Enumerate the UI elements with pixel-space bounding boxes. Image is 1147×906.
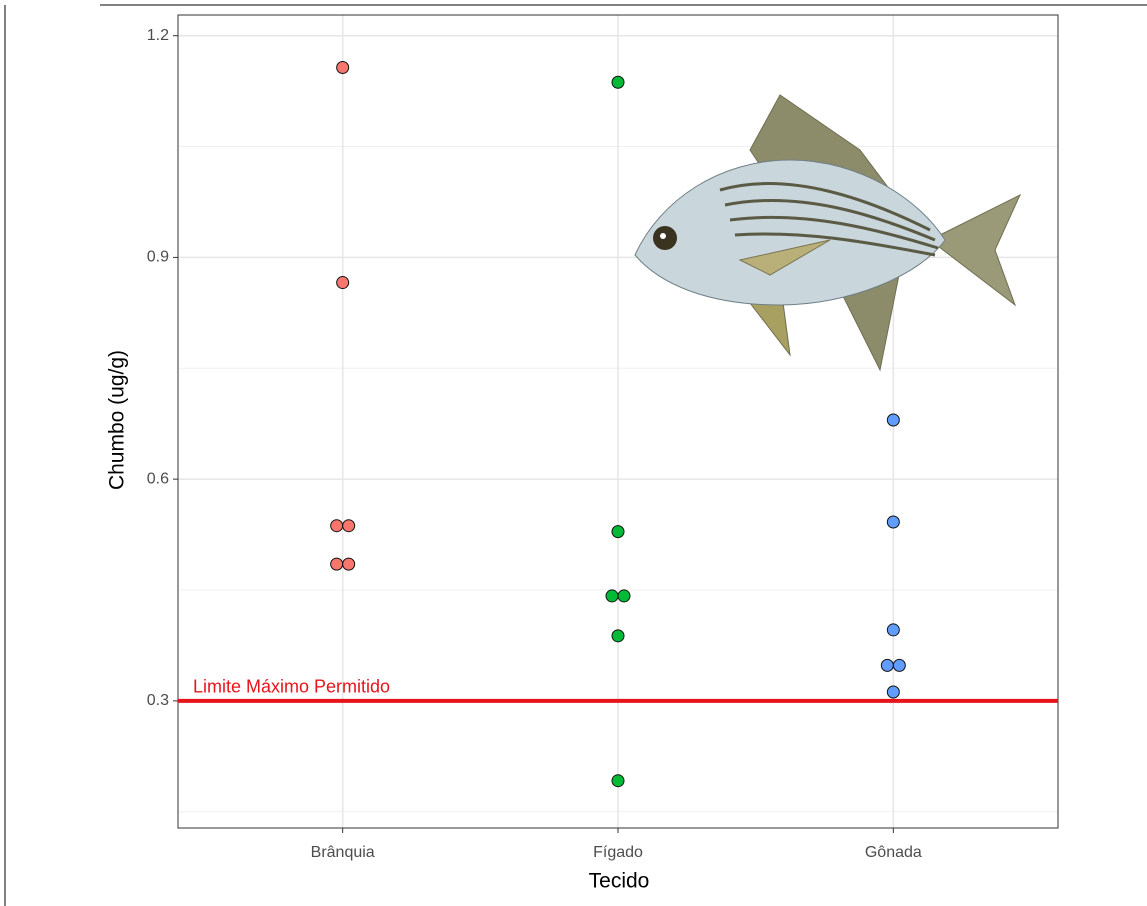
chart: Tecido Chumbo (ug/g) 0.3 0.6 0.9 1.2 Brânqui…: [0, 0, 1147, 906]
point: [343, 558, 355, 570]
point: [893, 659, 905, 671]
grid: [178, 15, 1058, 828]
point: [612, 630, 624, 642]
x-axis-title: Tecido: [589, 870, 650, 893]
point: [337, 61, 349, 73]
point: [331, 520, 343, 532]
x-tick-label: Gônada: [865, 844, 922, 861]
point: [881, 659, 893, 671]
y-tick-label: 1.2: [147, 27, 169, 44]
point: [887, 516, 899, 528]
point: [887, 624, 899, 636]
y-tick-label: 0.9: [147, 249, 169, 266]
point: [887, 686, 899, 698]
point: [331, 558, 343, 570]
point: [337, 277, 349, 289]
y-axis-title: Chumbo (ug/g): [106, 350, 129, 490]
point: [612, 775, 624, 787]
point: [343, 520, 355, 532]
point: [612, 76, 624, 88]
limit-label: Limite Máximo Permitido: [193, 677, 390, 697]
fish-illustration: [635, 95, 1020, 370]
y-tick-label: 0.6: [147, 470, 169, 487]
point: [887, 414, 899, 426]
x-tick-label: Fígado: [593, 844, 643, 861]
x-tick-label: Brânquia: [311, 844, 375, 861]
point: [606, 590, 618, 602]
point: [612, 526, 624, 538]
y-tick-label: 0.3: [147, 692, 169, 709]
point: [618, 590, 630, 602]
